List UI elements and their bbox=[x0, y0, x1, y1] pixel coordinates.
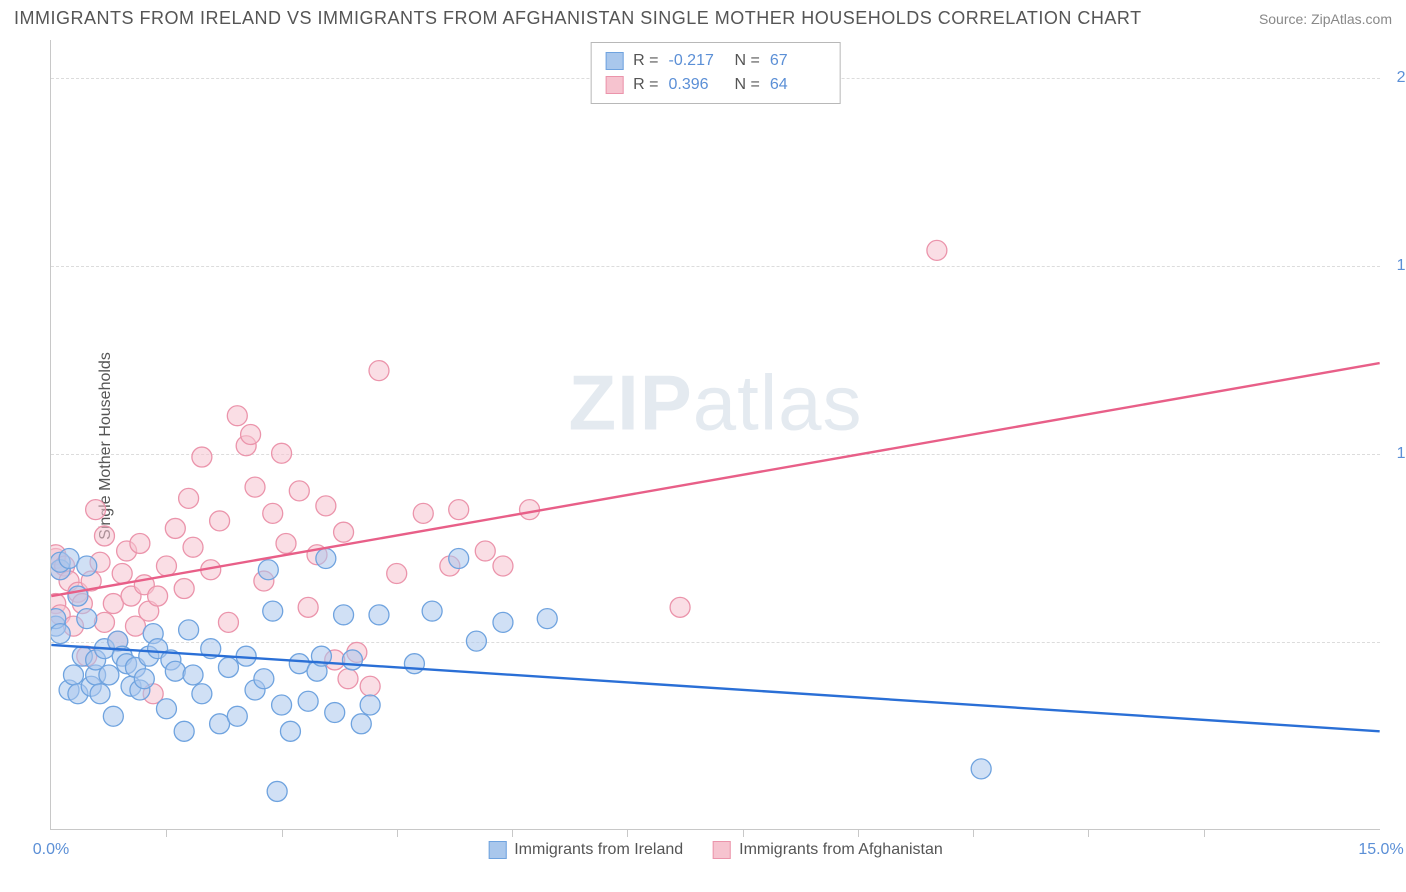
y-tick-label: 15.0% bbox=[1397, 257, 1406, 275]
legend-label-afghan: Immigrants from Afghanistan bbox=[739, 841, 943, 859]
swatch-ireland-icon bbox=[605, 52, 623, 70]
x-tick-label: 15.0% bbox=[1358, 841, 1403, 859]
source-label: Source: ZipAtlas.com bbox=[1259, 11, 1392, 27]
y-tick-label: 10.0% bbox=[1397, 445, 1406, 463]
n-value-ireland: 67 bbox=[770, 49, 826, 73]
scatter-plot-svg bbox=[51, 40, 1380, 829]
legend-item-afghan: Immigrants from Afghanistan bbox=[713, 841, 943, 859]
legend: Immigrants from Ireland Immigrants from … bbox=[488, 841, 943, 859]
swatch-afghan-icon bbox=[713, 841, 731, 859]
stats-row-afghan: R = 0.396 N = 64 bbox=[605, 73, 826, 97]
swatch-afghan-icon bbox=[605, 76, 623, 94]
x-tick-label: 0.0% bbox=[33, 841, 69, 859]
legend-label-ireland: Immigrants from Ireland bbox=[514, 841, 683, 859]
r-label: R = bbox=[633, 49, 658, 73]
chart-plot-area: ZIPatlas R = -0.217 N = 67 R = 0.396 N =… bbox=[50, 40, 1380, 830]
r-value-ireland: -0.217 bbox=[669, 49, 725, 73]
r-label: R = bbox=[633, 73, 658, 97]
r-value-afghan: 0.396 bbox=[669, 73, 725, 97]
n-label: N = bbox=[735, 73, 760, 97]
legend-item-ireland: Immigrants from Ireland bbox=[488, 841, 683, 859]
y-tick-label: 20.0% bbox=[1397, 69, 1406, 87]
n-label: N = bbox=[735, 49, 760, 73]
stats-row-ireland: R = -0.217 N = 67 bbox=[605, 49, 826, 73]
chart-title: IMMIGRANTS FROM IRELAND VS IMMIGRANTS FR… bbox=[14, 8, 1142, 29]
stats-legend-box: R = -0.217 N = 67 R = 0.396 N = 64 bbox=[590, 42, 841, 104]
swatch-ireland-icon bbox=[488, 841, 506, 859]
n-value-afghan: 64 bbox=[770, 73, 826, 97]
